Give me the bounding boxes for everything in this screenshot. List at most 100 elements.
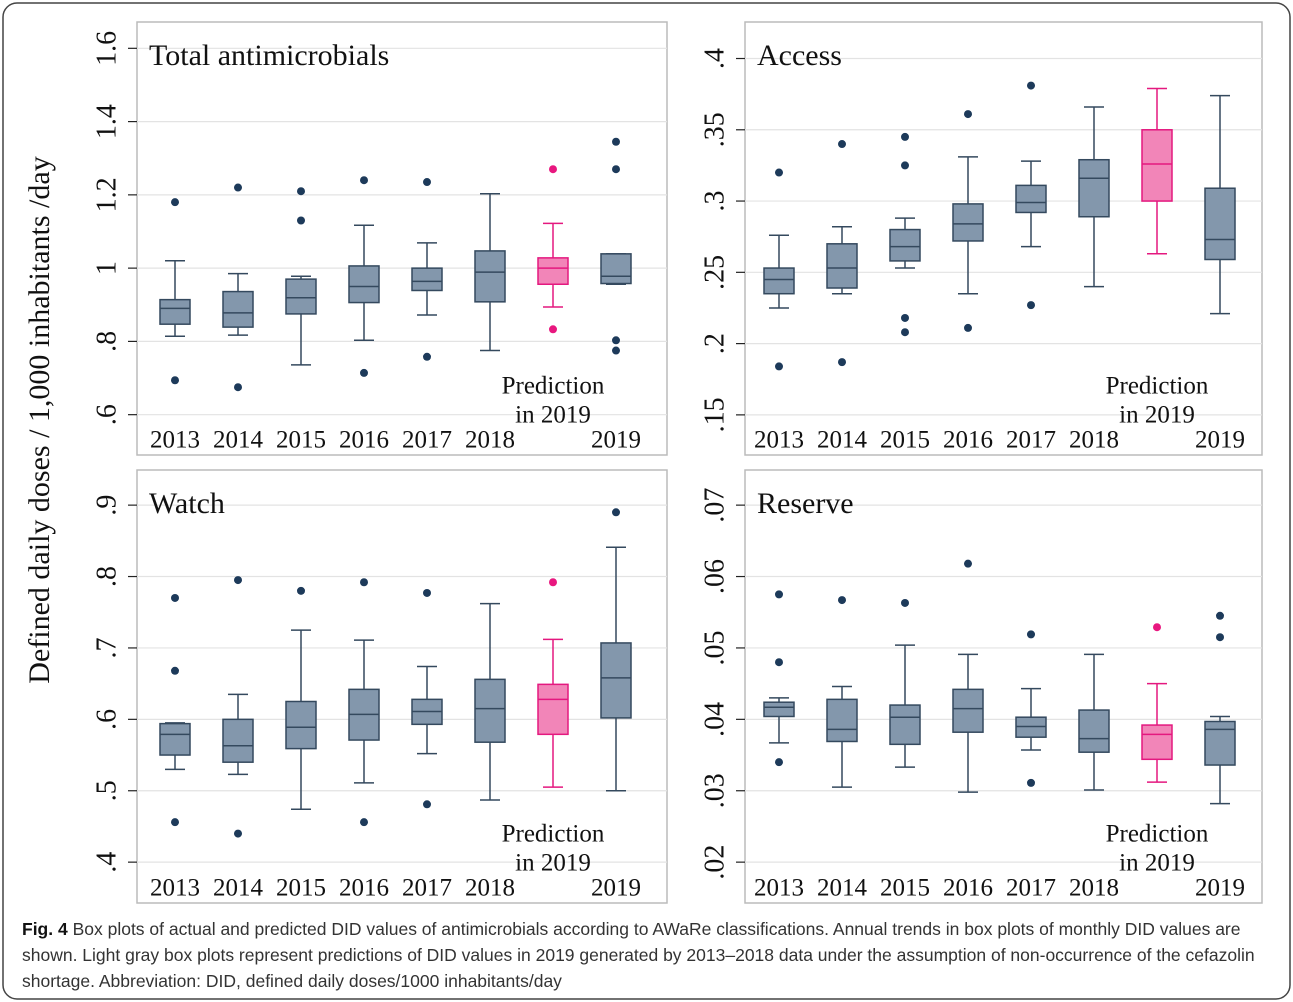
y-tick-label: .8 <box>91 331 122 352</box>
outlier <box>964 110 972 119</box>
box <box>763 701 795 718</box>
annotation: Prediction <box>502 373 605 400</box>
x-tick-label: 2014 <box>213 427 264 454</box>
y-tick-label: .02 <box>699 845 730 880</box>
annotation: in 2019 <box>515 402 591 429</box>
box <box>1078 158 1110 218</box>
annotation: Prediction <box>1106 821 1209 848</box>
y-tick-label: .05 <box>699 630 730 665</box>
outlier <box>171 593 179 602</box>
x-tick-label: 2016 <box>943 875 993 902</box>
box <box>159 722 191 756</box>
outlier <box>901 313 909 322</box>
outlier <box>360 368 368 377</box>
y-tick-label: .07 <box>699 488 730 523</box>
y-tick-label: .35 <box>699 112 730 147</box>
outlier <box>612 508 620 517</box>
y-tick-label: .3 <box>699 191 730 212</box>
x-tick-label: 2017 <box>402 875 452 902</box>
outlier <box>1027 630 1035 639</box>
outlier <box>549 578 557 587</box>
x-tick-label: 2018 <box>465 427 515 454</box>
outlier <box>360 176 368 185</box>
annotation: in 2019 <box>1119 850 1195 877</box>
x-tick-label: 2015 <box>276 875 326 902</box>
caption-text: Box plots of actual and predicted DID va… <box>22 919 1255 991</box>
box <box>222 718 254 763</box>
y-tick-label: .5 <box>91 780 122 801</box>
caption: Fig. 4 Box plots of actual and predicted… <box>22 916 1274 994</box>
annotation: in 2019 <box>515 850 591 877</box>
outlier <box>171 376 179 385</box>
outlier <box>775 362 783 371</box>
x-tick-label: 2016 <box>339 427 389 454</box>
y-tick-label: .6 <box>91 709 122 730</box>
outlier <box>612 165 620 174</box>
x-tick-label: 2014 <box>213 875 264 902</box>
x-tick-label: 2013 <box>150 427 200 454</box>
outlier <box>549 165 557 174</box>
outlier <box>297 216 305 225</box>
panel-frame <box>744 21 1263 456</box>
box <box>222 290 254 328</box>
outlier <box>360 578 368 587</box>
box <box>348 265 380 304</box>
outlier <box>549 325 557 334</box>
outlier <box>234 383 242 392</box>
outlier <box>775 168 783 177</box>
outlier <box>423 588 431 597</box>
outlier <box>612 346 620 355</box>
annotation: Prediction <box>1106 373 1209 400</box>
panel-title: Access <box>757 39 842 72</box>
box <box>537 683 569 736</box>
outlier <box>964 559 972 568</box>
y-tick-label: 1.4 <box>91 104 122 139</box>
y-tick-label: .06 <box>699 559 730 594</box>
outlier <box>838 140 846 149</box>
x-tick-label: 2019 <box>591 427 641 454</box>
x-tick-label: 2018 <box>465 875 515 902</box>
y-tick-label: .9 <box>91 495 122 516</box>
box <box>1078 709 1110 753</box>
box <box>826 698 858 743</box>
outlier <box>234 576 242 585</box>
outlier <box>838 358 846 367</box>
box <box>763 267 795 295</box>
outlier <box>612 137 620 146</box>
x-tick-label: 2014 <box>817 427 868 454</box>
outlier <box>775 590 783 599</box>
outlier <box>360 818 368 827</box>
outlier <box>423 178 431 187</box>
x-tick-label: 2013 <box>150 875 200 902</box>
y-axis-label: Defined daily doses / 1,000 inhabitants … <box>23 156 56 683</box>
x-tick-label: 2015 <box>880 427 930 454</box>
box <box>889 228 921 262</box>
outlier <box>1027 301 1035 310</box>
box <box>952 688 984 733</box>
panel-frame <box>136 21 668 456</box>
y-tick-label: .15 <box>699 397 730 432</box>
y-tick-label: .8 <box>91 566 122 587</box>
panel-title: Watch <box>149 487 225 520</box>
outlier <box>964 323 972 332</box>
box <box>1015 184 1047 214</box>
panel-title: Reserve <box>757 487 854 520</box>
y-tick-label: .4 <box>699 48 730 69</box>
outlier <box>171 818 179 827</box>
outlier <box>1216 633 1224 642</box>
outlier <box>423 800 431 809</box>
box <box>600 253 632 285</box>
outlier <box>234 829 242 838</box>
x-tick-label: 2015 <box>276 427 326 454</box>
x-tick-label: 2018 <box>1069 875 1119 902</box>
outlier <box>297 586 305 595</box>
y-tick-label: .25 <box>699 255 730 290</box>
x-tick-label: 2017 <box>1006 427 1056 454</box>
caption-label: Fig. 4 <box>22 919 68 939</box>
outlier <box>901 161 909 170</box>
y-tick-label: .6 <box>91 404 122 425</box>
annotation: Prediction <box>502 821 605 848</box>
outlier <box>171 198 179 207</box>
x-tick-label: 2017 <box>1006 875 1056 902</box>
